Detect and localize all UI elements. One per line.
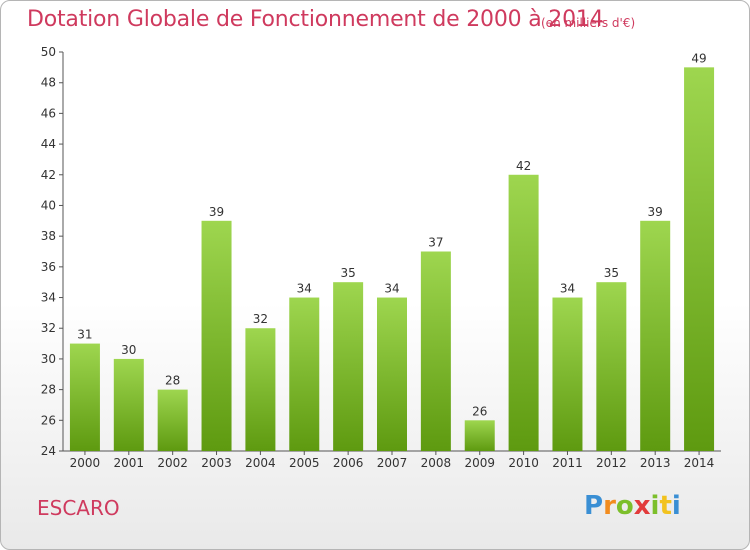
y-tick-label: 44 — [41, 137, 56, 151]
unit-label: (en milliers d'€) — [541, 16, 636, 30]
data-label-2005: 34 — [297, 282, 312, 296]
bar-2001 — [113, 358, 144, 451]
y-tick-label: 24 — [41, 444, 56, 458]
x-axis: 2000 2001 2002 2003 2004 2005 2006 2007 2008 2009… — [63, 450, 721, 470]
data-label-2003: 39 — [209, 205, 224, 219]
data-label-2004: 32 — [253, 312, 268, 326]
logo-letter: i — [650, 491, 660, 521]
bar-2002 — [157, 389, 188, 451]
bar-2010 — [508, 174, 539, 451]
x-tick-label-2006: 2006 — [333, 456, 364, 470]
data-label-2011: 34 — [560, 282, 575, 296]
commune-name: ESCARO — [37, 496, 120, 520]
logo-letter: i — [671, 491, 681, 521]
data-label-2001: 30 — [121, 343, 136, 357]
data-label-2010: 42 — [516, 159, 531, 173]
bar-2004 — [245, 328, 276, 451]
y-tick-label: 40 — [41, 198, 56, 212]
data-label-2009: 26 — [472, 404, 487, 418]
data-label-2012: 35 — [604, 266, 619, 280]
x-tick-label-2004: 2004 — [245, 456, 276, 470]
y-tick-label: 30 — [41, 352, 56, 366]
y-tick-label: 50 — [41, 45, 56, 59]
bar-2009 — [464, 420, 495, 451]
y-tick-label: 32 — [41, 321, 56, 335]
data-label-2007: 34 — [384, 282, 399, 296]
x-tick-label-2002: 2002 — [157, 456, 188, 470]
bar-2008 — [420, 251, 451, 451]
proxiti-logo[interactable]: Proxiti — [584, 491, 681, 521]
data-label-2006: 35 — [340, 266, 355, 280]
data-label-2014: 49 — [691, 51, 706, 65]
x-tick-label-2014: 2014 — [684, 456, 715, 470]
logo-letter: t — [659, 491, 672, 521]
y-tick-label: 36 — [41, 260, 56, 274]
bar-2003 — [201, 220, 232, 451]
y-tick-label: 28 — [41, 383, 56, 397]
chart-title: Dotation Globale de Fonctionnement de 20… — [27, 7, 604, 32]
logo-letter: o — [615, 491, 634, 521]
bar-2011 — [552, 297, 583, 451]
bar-2014 — [684, 67, 715, 451]
y-axis: 24 26 28 30 32 34 36 38 40 42 44 46 48 50 — [41, 45, 64, 458]
x-tick-label-2007: 2007 — [377, 456, 408, 470]
y-tick-label: 26 — [41, 413, 56, 427]
x-tick-label-2003: 2003 — [201, 456, 232, 470]
y-tick-label: 46 — [41, 106, 56, 120]
logo-letter: x — [633, 491, 651, 521]
bar-2005 — [289, 297, 320, 451]
y-tick-label: 42 — [41, 168, 56, 182]
data-label-2013: 39 — [648, 205, 663, 219]
bar-2006 — [333, 282, 364, 451]
y-tick-label: 34 — [41, 291, 56, 305]
data-label-2000: 31 — [77, 328, 92, 342]
x-tick-label-2000: 2000 — [70, 456, 101, 470]
bar-2012 — [596, 282, 627, 451]
x-tick-label-2013: 2013 — [640, 456, 671, 470]
x-tick-label-2011: 2011 — [552, 456, 583, 470]
y-tick-label: 48 — [41, 76, 56, 90]
x-tick-label-2012: 2012 — [596, 456, 627, 470]
bar-2007 — [377, 297, 407, 451]
x-tick-label-2008: 2008 — [421, 456, 452, 470]
bar-2000 — [69, 343, 100, 451]
y-tick-label: 38 — [41, 229, 56, 243]
bar-2013 — [640, 220, 671, 451]
logo-letter: r — [603, 491, 616, 521]
bars: 31 30 28 39 32 34 35 34 37 26 42 34 35 39 49 — [69, 51, 715, 451]
x-tick-label-2005: 2005 — [289, 456, 320, 470]
logo-letter: P — [584, 491, 604, 521]
x-tick-label-2001: 2001 — [114, 456, 145, 470]
x-tick-label-2009: 2009 — [464, 456, 495, 470]
data-label-2002: 28 — [165, 374, 180, 388]
x-tick-label-2010: 2010 — [508, 456, 539, 470]
data-label-2008: 37 — [428, 236, 443, 250]
